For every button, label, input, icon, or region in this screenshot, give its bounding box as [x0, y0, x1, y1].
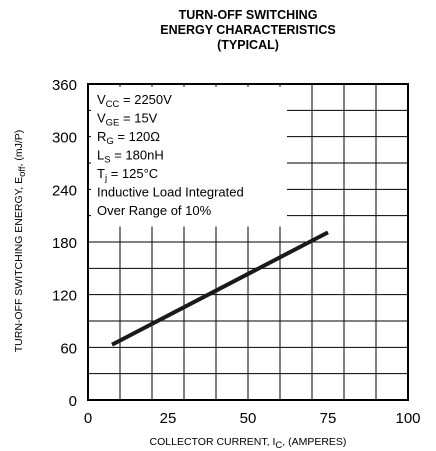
annotation-line: VCC = 2250V — [97, 92, 172, 110]
plot-border — [87, 83, 409, 401]
annotation-line: Over Range of 10% — [97, 203, 212, 218]
chart-title-line: (TYPICAL) — [217, 38, 279, 52]
annotation-line: RG = 120Ω — [97, 129, 160, 147]
y-tick-label: 60 — [60, 340, 77, 357]
annotation-line: Tj = 125°C — [97, 166, 158, 184]
x-tick-label: 75 — [320, 410, 337, 427]
annotation-line: LS = 180nH — [97, 148, 164, 166]
y-axis-label: TURN-OFF SWITCHING ENERGY, Eoff, (mJ/P) — [13, 130, 28, 353]
annotation-line: VGE = 15V — [97, 111, 158, 129]
annotation-background — [91, 87, 287, 227]
x-tick-label: 25 — [160, 410, 177, 427]
y-tick-label: 300 — [52, 130, 77, 147]
x-axis-label: COLLECTOR CURRENT, IC, (AMPERES) — [150, 436, 347, 451]
series-group — [111, 230, 329, 347]
x-tick-label: 0 — [84, 410, 92, 427]
chart-title-line: ENERGY CHARACTERISTICS — [160, 23, 335, 37]
chart-title-line: TURN-OFF SWITCHING — [179, 8, 318, 22]
chart-title: TURN-OFF SWITCHING ENERGY CHARACTERISTIC… — [160, 8, 335, 52]
x-tick-label: 50 — [240, 410, 257, 427]
y-tick-label: 0 — [69, 393, 77, 410]
x-tick-labels: 0 25 50 75 100 — [84, 410, 421, 427]
plot-frame — [87, 83, 409, 401]
x-tick-label: 100 — [395, 410, 420, 427]
series-line — [111, 230, 329, 347]
annotation-line: Inductive Load Integrated — [97, 185, 244, 200]
y-tick-labels: 0 60 120 180 240 300 360 — [52, 77, 77, 410]
y-tick-label: 120 — [52, 288, 77, 305]
y-tick-label: 180 — [52, 235, 77, 252]
y-tick-label: 240 — [52, 182, 77, 199]
y-tick-label: 360 — [52, 77, 77, 94]
